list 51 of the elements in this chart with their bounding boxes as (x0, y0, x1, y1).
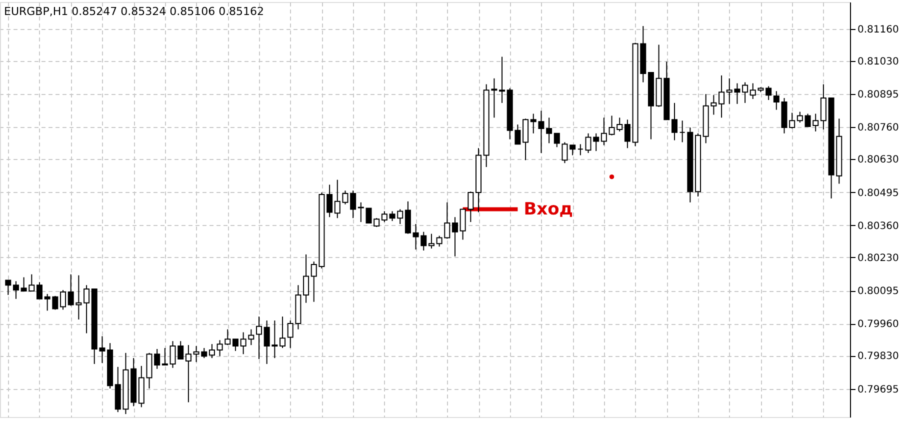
candlestick (404, 200, 411, 234)
candlestick (546, 117, 552, 144)
candlestick (562, 142, 568, 164)
candlestick (232, 338, 238, 352)
candlestick (796, 111, 803, 124)
y-tick-label: 0.80360 (858, 220, 899, 232)
candlestick (671, 102, 678, 141)
candlestick (303, 254, 310, 304)
candlestick (60, 290, 66, 310)
candlestick (208, 344, 215, 359)
y-tick-label: 0.81030 (858, 56, 899, 68)
candlestick (381, 210, 388, 223)
candlestick (679, 120, 686, 143)
y-tick-label: 0.80495 (858, 188, 899, 199)
candlestick (522, 118, 529, 161)
candlestick (350, 190, 356, 219)
candlestick (12, 280, 19, 300)
candlestick (154, 348, 160, 370)
candlestick (428, 233, 434, 250)
candlestick (624, 119, 630, 149)
y-tick-label: 0.81160 (858, 24, 899, 36)
y-tick-label: 0.79830 (858, 351, 899, 362)
candlestick (820, 84, 826, 130)
candlestick (742, 82, 748, 104)
candlestick (36, 282, 42, 300)
candlestick (600, 117, 607, 146)
candlestick (162, 347, 168, 366)
series-label: Вход (524, 199, 574, 220)
candlestick (256, 316, 262, 360)
y-tick-label: 0.79960 (858, 319, 899, 330)
candlestick (718, 74, 725, 118)
candlestick (789, 112, 796, 129)
y-tick-label: 0.80095 (858, 286, 899, 298)
candlestick (5, 280, 12, 296)
candlestick (84, 284, 90, 334)
candlestick (554, 132, 560, 148)
y-tick-label: 0.80230 (858, 252, 899, 264)
y-tick-label: 0.79695 (858, 384, 899, 396)
y-tick-label: 0.80895 (858, 90, 899, 101)
candlestick (280, 316, 286, 348)
candlestick (570, 144, 576, 156)
y-tick-label: 0.80630 (858, 154, 899, 166)
y-tick-label: 0.80760 (858, 122, 899, 134)
candlestick (185, 344, 192, 403)
candlestick (577, 144, 584, 156)
chart-title: EURGBP,H1 0.85247 0.85324 0.85106 0.85162 (4, 5, 264, 18)
candlestick (452, 216, 458, 257)
candlestick (326, 184, 333, 218)
candlestick (499, 56, 506, 104)
candlestick (358, 202, 364, 223)
candlestick (766, 86, 772, 100)
